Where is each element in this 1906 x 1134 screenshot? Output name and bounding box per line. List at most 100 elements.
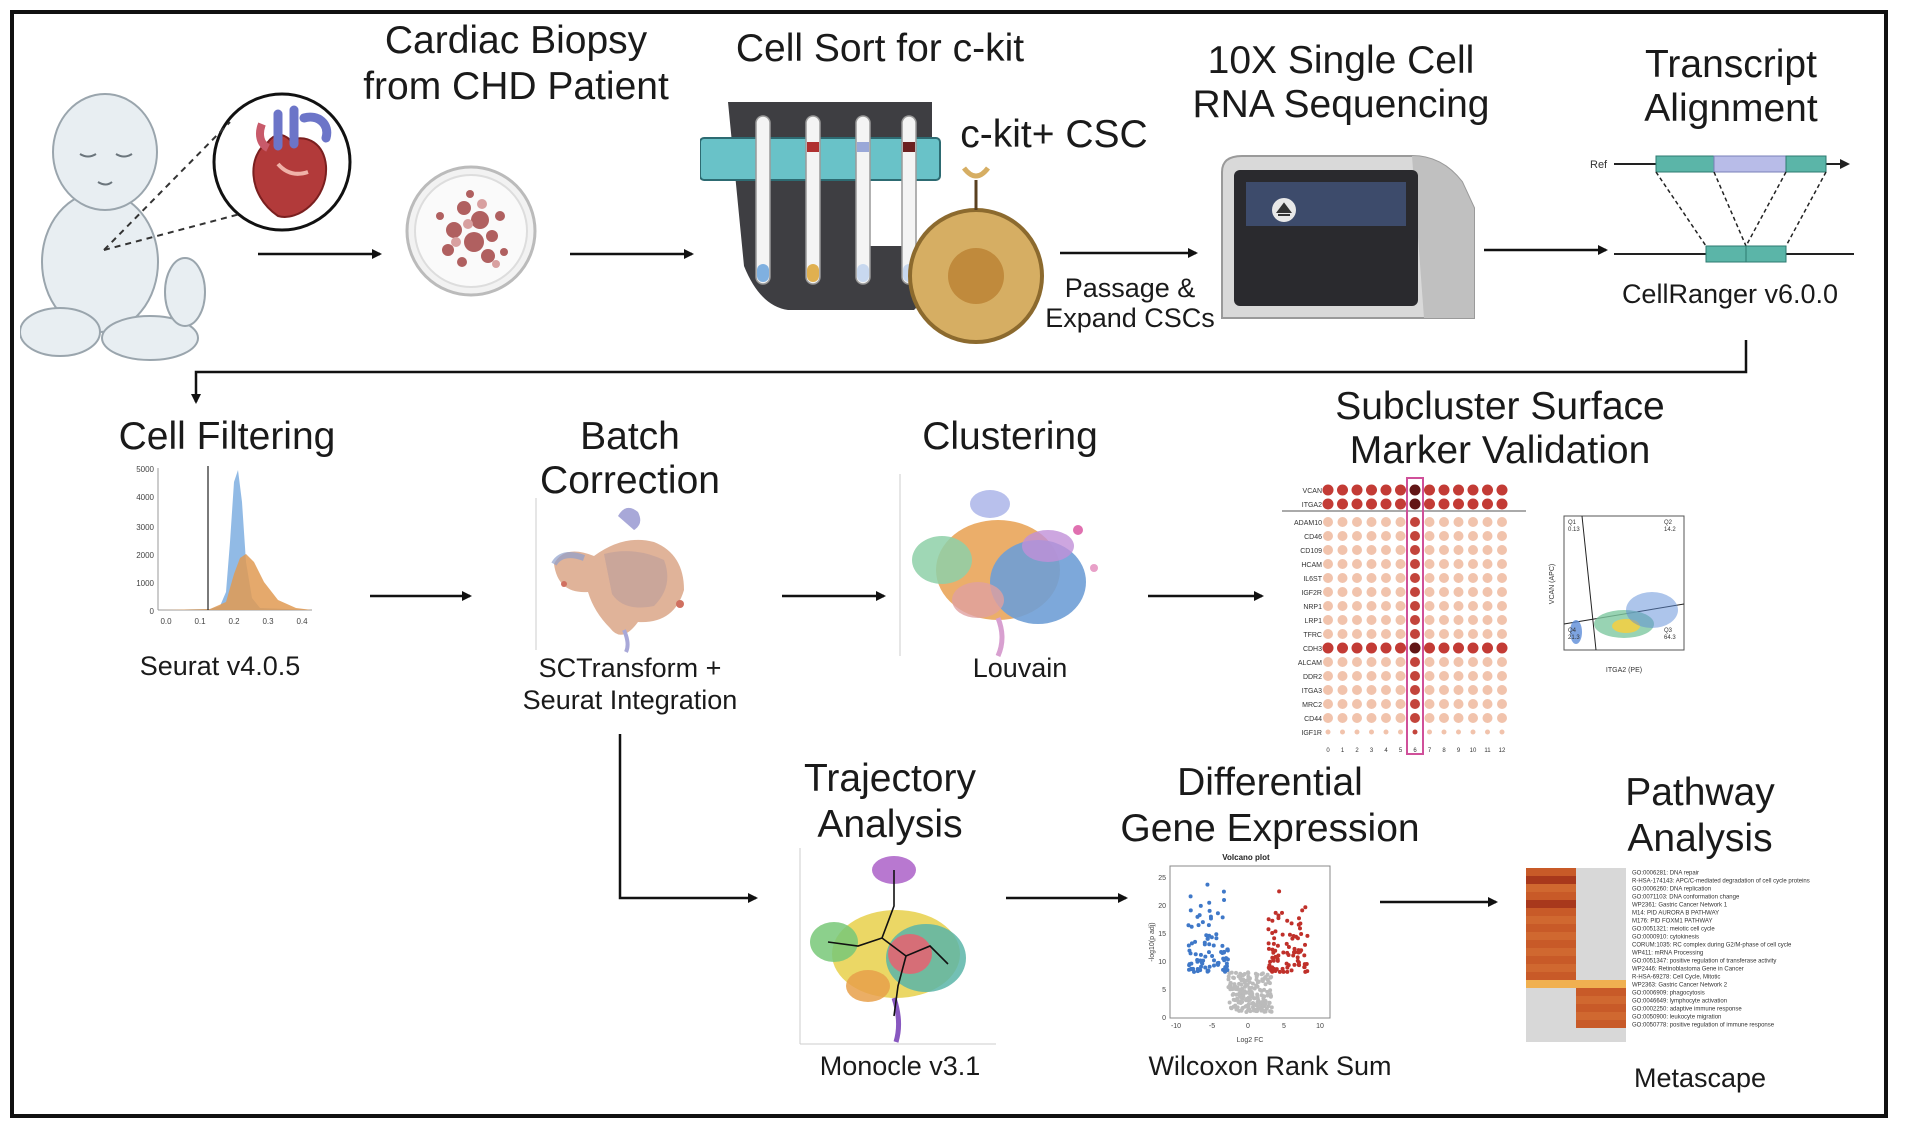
heatmap-term-label: GO:0006260: DNA replication: [1632, 887, 1711, 893]
dotplot-dot: [1340, 729, 1345, 735]
dotplot-gene-label: IGF1R: [1301, 730, 1322, 737]
dotplot-dot: [1453, 713, 1464, 723]
dotplot-dot: [1395, 573, 1406, 583]
dotplot-dot: [1337, 573, 1348, 583]
dotplot-dot: [1468, 531, 1478, 541]
dotplot-dot: [1366, 642, 1377, 654]
dotplot-dot: [1453, 615, 1464, 625]
volcano-point-up: [1277, 889, 1282, 894]
cell-sorter-rack: [700, 102, 1044, 344]
dotplot-dot: [1337, 657, 1348, 667]
dotplot-dot: [1496, 642, 1508, 654]
flow-q2: Q2: [1664, 520, 1673, 526]
dotplot-dot: [1395, 484, 1406, 496]
dotplot-dot: [1424, 699, 1435, 709]
dotplot-dot: [1366, 601, 1377, 611]
dotplot-dot: [1424, 642, 1435, 654]
volcano-point-up: [1280, 932, 1285, 937]
dotplot-dot: [1381, 573, 1391, 583]
volcano-point-down: [1220, 943, 1225, 948]
sequencer-icon: [1221, 155, 1475, 319]
heatmap-term-label: GO:0002250: adaptive immune response: [1632, 1007, 1742, 1013]
dotplot-dot: [1468, 699, 1478, 709]
dotplot-dot: [1380, 498, 1392, 510]
dotplot: VCAN ITGA2 ADAM10 CD46 CD109 HCAM IL6ST IGF2R NR…: [1282, 477, 1526, 755]
dotplot-dot: [1453, 601, 1464, 611]
volcano-ytick: 15: [1158, 931, 1166, 938]
heatmap-term-label: GO:0006909: phagocytosis: [1632, 991, 1705, 997]
heatmap-term-label: WP2361: Gastric Cancer Network 1: [1632, 903, 1728, 909]
dotplot-gene-label: ALCAM: [1298, 660, 1322, 667]
dotplot-gene-label: ITGA3: [1302, 688, 1322, 695]
volcano-point: [1250, 1001, 1255, 1006]
cell-sort-title: Cell Sort for c-kit: [735, 27, 1025, 70]
volcano-point: [1246, 1005, 1251, 1010]
heatmap-cell: [1576, 948, 1626, 956]
flow-q4: Q4: [1568, 628, 1577, 634]
dotplot-dot: [1412, 729, 1418, 735]
volcano-point: [1250, 981, 1255, 986]
volcano-point-up: [1289, 921, 1294, 926]
dotplot-dot: [1482, 484, 1493, 496]
volcano-point-up: [1292, 962, 1297, 967]
dotplot-cluster-label: 3: [1370, 748, 1374, 754]
volcano-point-up: [1297, 926, 1302, 931]
heatmap-term-label: WP2363: Gastric Cancer Network 2: [1632, 983, 1728, 989]
dotplot-dot: [1366, 484, 1377, 496]
umap-trajectory: [799, 848, 996, 1045]
dotplot-dot: [1424, 657, 1435, 667]
volcano-point: [1226, 985, 1231, 990]
heatmap-cell: [1526, 900, 1576, 908]
dotplot-dot: [1395, 657, 1406, 667]
volcano-xtick: 5: [1282, 1023, 1286, 1030]
volcano-point-down: [1196, 923, 1201, 928]
dotplot-dot: [1337, 601, 1348, 611]
volcano-point: [1252, 996, 1257, 1001]
dotplot-dot: [1366, 615, 1377, 625]
dotplot-dot: [1352, 685, 1362, 695]
volcano-point-down: [1223, 969, 1228, 974]
volcano-point-down: [1211, 963, 1216, 968]
volcano-point-up: [1296, 916, 1301, 921]
volcano-point-up: [1304, 961, 1309, 966]
dotplot-gene-label: ADAM10: [1294, 520, 1322, 527]
flow-q4-val: 21.3: [1568, 635, 1580, 641]
dotplot-dot: [1380, 484, 1392, 496]
volcano-point: [1240, 1005, 1245, 1010]
volcano-point: [1247, 991, 1252, 996]
volcano-point: [1259, 972, 1264, 977]
volcano-point: [1236, 974, 1241, 979]
dotplot-dot: [1497, 685, 1507, 695]
dotplot-dot: [1439, 531, 1449, 541]
dotplot-cluster-label: 6: [1413, 748, 1417, 754]
dotplot-dot: [1424, 559, 1435, 569]
heatmap-cell: [1576, 884, 1626, 892]
volcano-point-up: [1270, 947, 1275, 952]
ckit-csc-label: c-kit+ CSC: [960, 113, 1148, 156]
volcano-point: [1269, 1005, 1274, 1010]
volcano-point-down: [1205, 936, 1210, 941]
volcano-point: [1245, 982, 1250, 987]
dotplot-dot: [1453, 657, 1464, 667]
heart-icon: [252, 105, 332, 218]
volcano-ytick: 20: [1158, 903, 1166, 910]
dotplot-dot: [1468, 587, 1478, 597]
volcano-point-down: [1223, 966, 1228, 971]
volcano-point-up: [1285, 969, 1290, 974]
volcano-point: [1241, 973, 1246, 978]
dotplot-dot: [1323, 657, 1333, 667]
heatmap-cell: [1526, 956, 1576, 964]
dotplot-dot: [1467, 498, 1479, 510]
dotplot-dot: [1323, 629, 1333, 639]
heatmap-cell: [1526, 940, 1576, 948]
volcano-point: [1248, 997, 1253, 1002]
volcano-point-down: [1205, 882, 1210, 887]
validation-title-2: Marker Validation: [1349, 429, 1651, 472]
volcano-point-down: [1186, 943, 1191, 948]
heatmap-cell: [1576, 988, 1626, 996]
dotplot-dot: [1453, 559, 1464, 569]
heatmap-cell: [1576, 932, 1626, 940]
dotplot-dot: [1485, 729, 1490, 735]
dotplot-dot: [1366, 657, 1377, 667]
